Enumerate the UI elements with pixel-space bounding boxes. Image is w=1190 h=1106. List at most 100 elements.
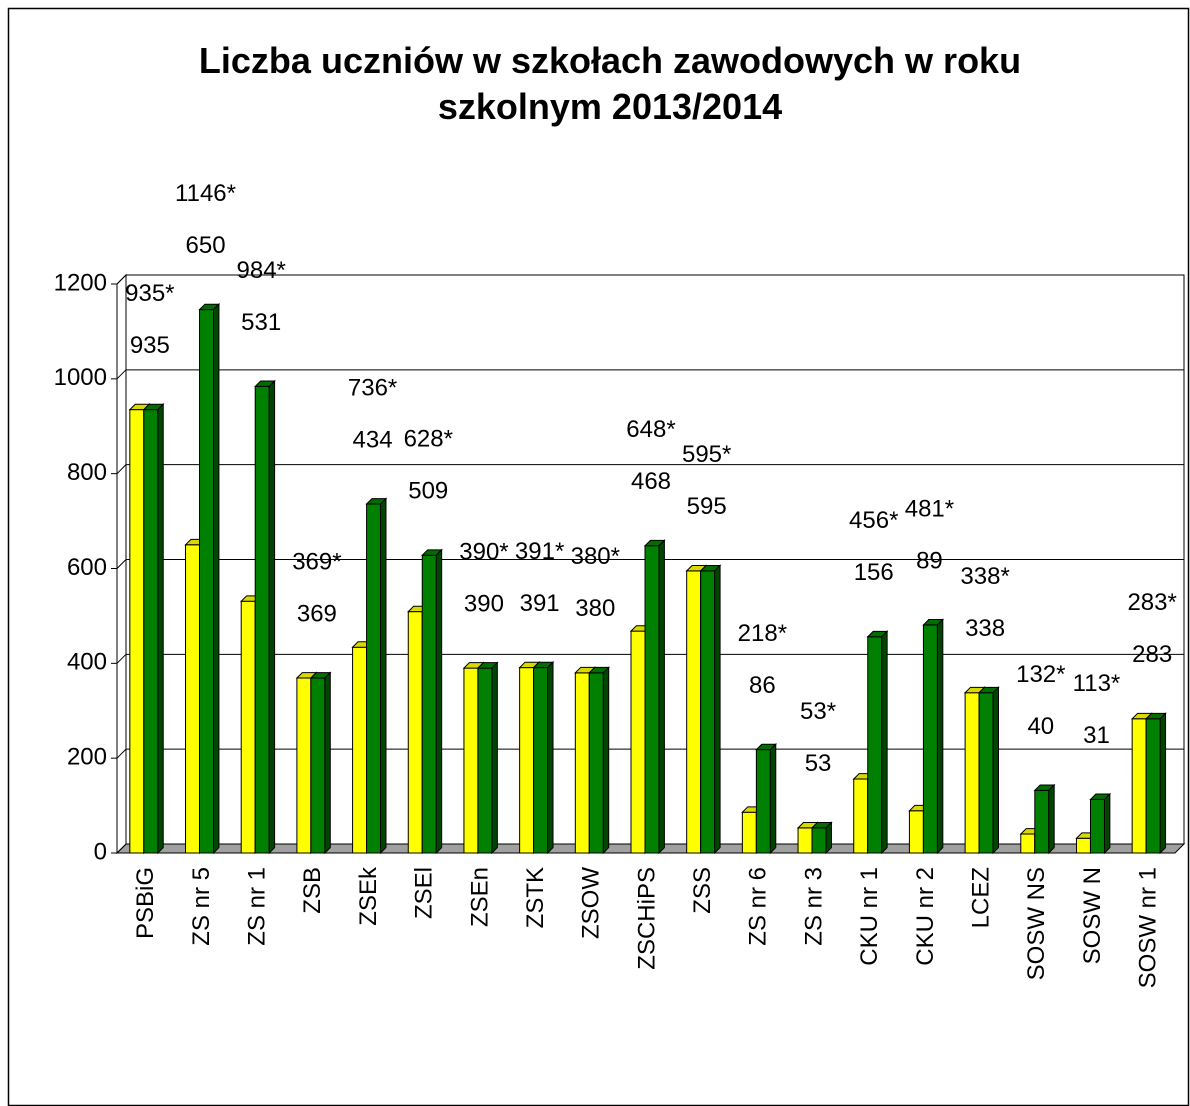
y-tick-label: 800 (67, 459, 107, 486)
x-tick-label: SOSW NS (1023, 867, 1050, 980)
bar (352, 646, 368, 854)
data-label: 391* (515, 538, 564, 565)
data-label: 509 (408, 478, 448, 505)
chart-title: Liczba uczniów w szkołach zawodowych w r… (198, 40, 1022, 127)
data-label: 31 (1083, 722, 1110, 749)
bar (240, 600, 256, 854)
y-tick-label: 400 (67, 649, 107, 676)
data-label: 89 (916, 547, 943, 574)
y-tick-label: 1200 (54, 269, 107, 296)
bar (811, 827, 827, 854)
bar (129, 409, 145, 854)
data-label: 935 (130, 332, 170, 359)
bar (254, 385, 270, 854)
bar-side (324, 671, 331, 855)
bar (1145, 718, 1161, 854)
data-label: 380 (575, 595, 615, 622)
bar (407, 611, 423, 854)
bar (964, 692, 980, 854)
x-tick-label: CKU nr 1 (856, 867, 883, 966)
x-tick-label: LCEZ (967, 867, 994, 928)
bar-side (435, 548, 443, 855)
data-label: 984* (237, 257, 286, 284)
bar-side (1048, 783, 1055, 855)
x-tick-label: ZS nr 6 (745, 867, 772, 946)
bar (199, 309, 215, 854)
bar-side (157, 403, 164, 855)
x-tick-label: ZSCHiPS (633, 867, 660, 970)
data-label: 86 (749, 672, 776, 699)
bar-side (380, 497, 387, 855)
grid-line (116, 274, 1184, 285)
bar (296, 677, 312, 854)
bar-side (268, 379, 276, 855)
bar (1131, 718, 1147, 854)
grid-line (116, 464, 1184, 475)
bar (477, 667, 493, 854)
x-tick-label: CKU nr 2 (912, 867, 939, 966)
grid-line (116, 369, 1184, 380)
x-tick-label: SOSW nr 1 (1135, 867, 1162, 988)
data-label: 369* (292, 548, 341, 575)
bar (1075, 837, 1091, 854)
grid-line (116, 559, 1184, 569)
data-label: 390* (459, 538, 508, 565)
bar (588, 672, 604, 854)
bar (908, 810, 924, 854)
data-label: 628* (404, 426, 453, 453)
bar (1020, 833, 1036, 854)
data-label: 595 (687, 493, 727, 520)
data-label: 283 (1132, 641, 1172, 668)
bar (463, 667, 479, 854)
data-label: 338 (965, 615, 1005, 642)
data-label: 595* (682, 441, 731, 468)
data-label: 390 (464, 590, 504, 617)
y-tick-label: 600 (67, 554, 107, 581)
x-tick-label: ZSOW (578, 867, 605, 939)
bar (922, 624, 938, 854)
x-tick-label: ZSEk (355, 866, 382, 926)
bar (185, 544, 201, 854)
x-tick-label: ZS nr 5 (188, 867, 215, 946)
data-label: 648* (626, 416, 675, 443)
bar-side (769, 743, 777, 855)
data-label: 456* (849, 507, 898, 534)
bar-side (881, 630, 888, 855)
x-tick-label: ZS nr 1 (244, 867, 271, 946)
x-tick-label: ZS nr 3 (800, 867, 827, 946)
bar-side (213, 302, 220, 855)
bar (644, 545, 660, 854)
data-label: 935* (125, 280, 174, 307)
bar (574, 672, 590, 854)
y-tick-label: 0 (94, 838, 107, 865)
data-label: 113* (1073, 670, 1121, 697)
bar (533, 667, 549, 854)
data-label: 156 (854, 559, 894, 586)
data-label: 531 (241, 309, 281, 336)
data-label: 283* (1127, 589, 1176, 616)
bar (1089, 798, 1105, 854)
bar-side (1159, 712, 1167, 855)
x-tick-label: PSBiG (132, 867, 159, 939)
bar-side (936, 618, 944, 855)
data-label: 468 (631, 468, 671, 495)
bar-side (547, 660, 554, 855)
bar-side (992, 686, 1000, 855)
data-label: 650 (186, 232, 226, 259)
bar (421, 554, 437, 854)
bar (867, 636, 883, 854)
bar (630, 630, 646, 854)
bar-side (1103, 792, 1111, 855)
grid-line (116, 748, 1184, 759)
bar (978, 692, 994, 854)
x-tick-label: ZSTK (522, 867, 549, 928)
data-label: 369 (297, 600, 337, 627)
data-label: 53 (805, 750, 832, 777)
bar (143, 409, 159, 854)
x-tick-label: ZSEn (466, 867, 493, 927)
x-tick-label: ZSEl (411, 867, 438, 919)
bar (310, 677, 326, 854)
bar (853, 778, 869, 854)
